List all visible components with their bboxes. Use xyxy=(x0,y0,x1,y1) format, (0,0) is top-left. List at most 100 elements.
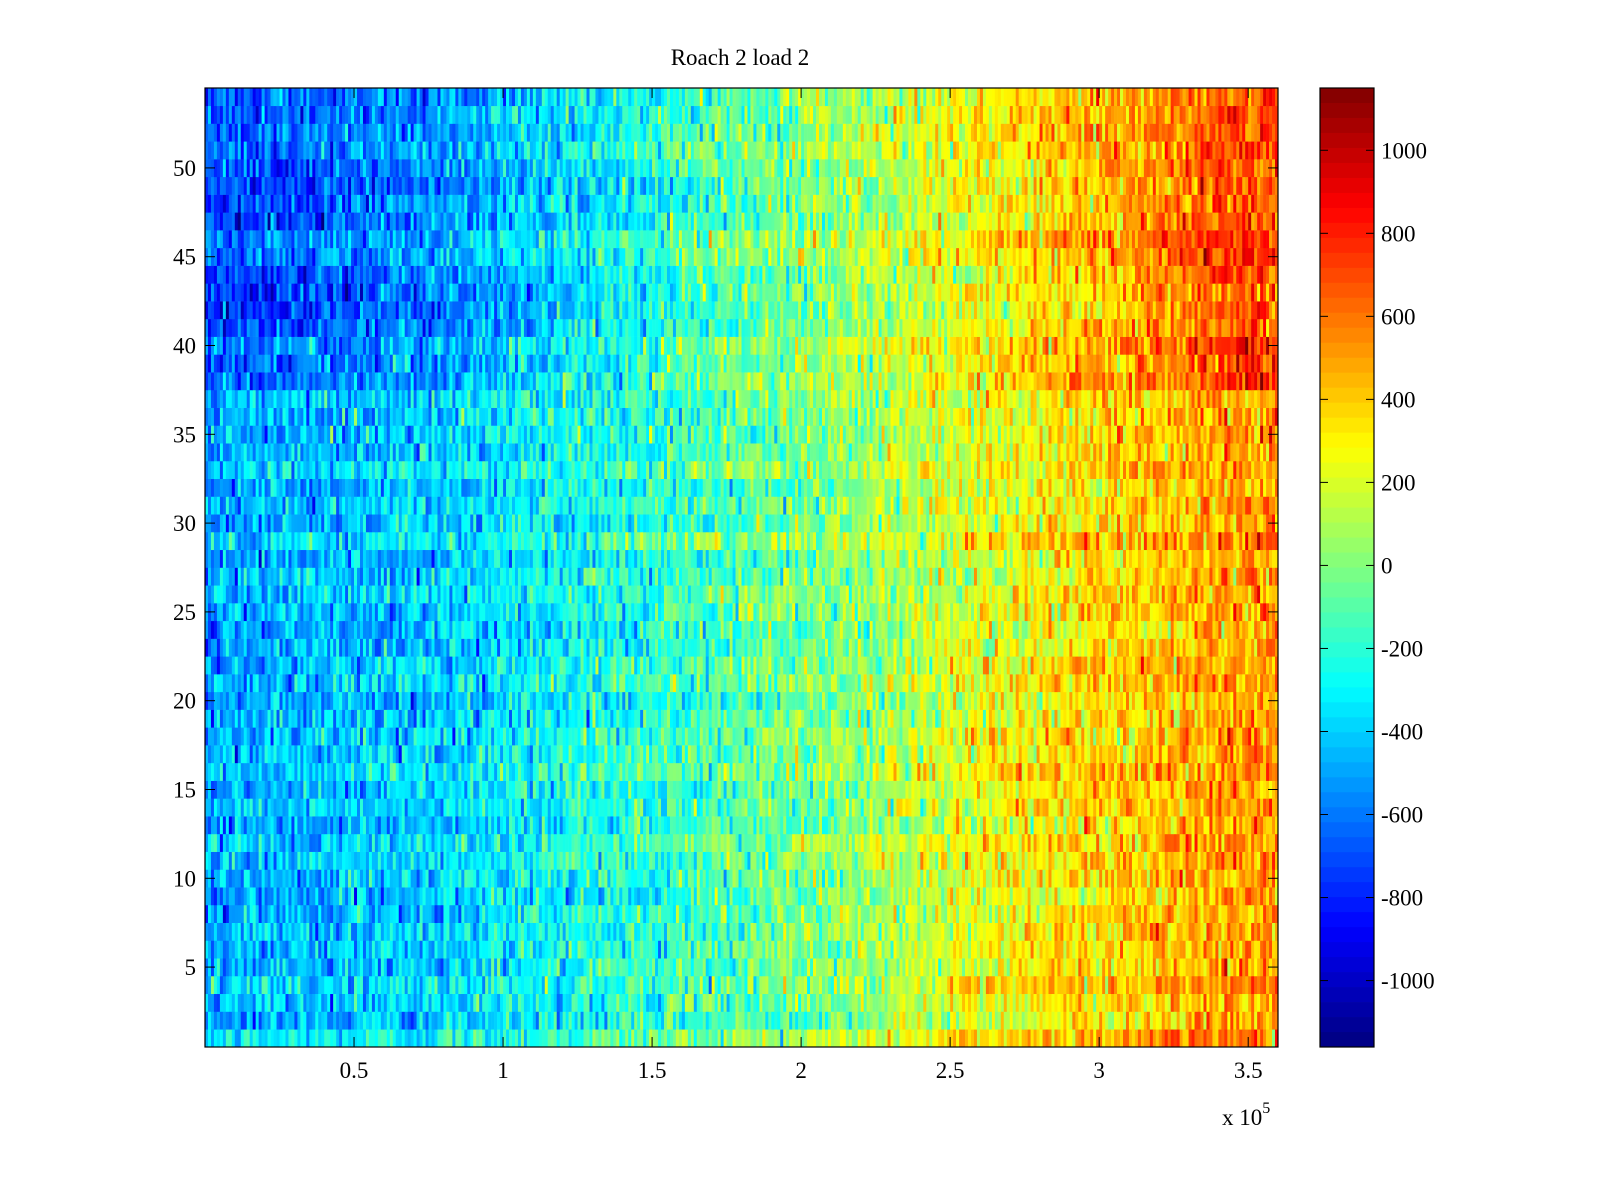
heatmap-cell xyxy=(312,994,315,1012)
heatmap-cell xyxy=(715,1029,718,1047)
heatmap-cell xyxy=(607,816,610,834)
heatmap-cell xyxy=(1144,887,1147,905)
heatmap-cell xyxy=(664,923,667,941)
heatmap-cell xyxy=(1001,976,1004,994)
heatmap-cell xyxy=(443,887,446,905)
heatmap-cell xyxy=(563,1011,566,1029)
heatmap-cell xyxy=(1034,798,1037,816)
heatmap-cell xyxy=(774,905,777,923)
heatmap-cell xyxy=(274,869,277,887)
heatmap-cell xyxy=(771,887,774,905)
heatmap-cell xyxy=(873,798,876,816)
heatmap-cell xyxy=(867,869,870,887)
heatmap-cell xyxy=(679,976,682,994)
heatmap-cell xyxy=(572,1029,575,1047)
heatmap-cell xyxy=(953,940,956,958)
heatmap-cell xyxy=(917,1011,920,1029)
heatmap-cell xyxy=(744,940,747,958)
heatmap-cell xyxy=(908,976,911,994)
heatmap-cell xyxy=(962,940,965,958)
heatmap-cell xyxy=(604,1011,607,1029)
heatmap-cell xyxy=(363,852,366,870)
heatmap-cell xyxy=(926,976,929,994)
heatmap-cell xyxy=(914,852,917,870)
heatmap-cell xyxy=(870,994,873,1012)
heatmap-cell xyxy=(426,852,429,870)
heatmap-cell xyxy=(381,816,384,834)
heatmap-cell xyxy=(703,869,706,887)
heatmap-cell xyxy=(613,1029,616,1047)
heatmap-cell xyxy=(941,1011,944,1029)
heatmap-cell xyxy=(551,923,554,941)
heatmap-cell xyxy=(885,958,888,976)
heatmap-cell xyxy=(280,798,283,816)
heatmap-cell xyxy=(437,923,440,941)
heatmap-cell xyxy=(405,940,408,958)
heatmap-cell xyxy=(554,798,557,816)
heatmap-cell xyxy=(870,887,873,905)
heatmap-cell xyxy=(801,869,804,887)
heatmap-cell xyxy=(1162,976,1165,994)
heatmap-cell xyxy=(1257,834,1260,852)
heatmap-cell xyxy=(873,994,876,1012)
heatmap-cell xyxy=(348,958,351,976)
heatmap-cell xyxy=(819,852,822,870)
heatmap-cell xyxy=(1084,923,1087,941)
heatmap-cell xyxy=(503,976,506,994)
heatmap-cell xyxy=(1123,869,1126,887)
heatmap-cell xyxy=(1075,958,1078,976)
heatmap-cell xyxy=(1206,958,1209,976)
heatmap-cell xyxy=(1272,905,1275,923)
heatmap-cell xyxy=(1266,976,1269,994)
heatmap-cell xyxy=(658,976,661,994)
heatmap-cell xyxy=(959,923,962,941)
heatmap-cell xyxy=(372,905,375,923)
heatmap-cell xyxy=(1224,1029,1227,1047)
heatmap-cell xyxy=(226,852,229,870)
heatmap-cell xyxy=(1120,905,1123,923)
heatmap-cell xyxy=(366,958,369,976)
heatmap-cell xyxy=(470,923,473,941)
heatmap-cell xyxy=(980,1029,983,1047)
heatmap-cell xyxy=(387,1011,390,1029)
heatmap-cell xyxy=(342,940,345,958)
heatmap-cell xyxy=(360,923,363,941)
heatmap-cell xyxy=(250,798,253,816)
heatmap-cell xyxy=(888,798,891,816)
heatmap-cell xyxy=(1251,923,1254,941)
heatmap-cell xyxy=(426,940,429,958)
heatmap-cell xyxy=(423,905,426,923)
heatmap-cell xyxy=(834,1029,837,1047)
heatmap-cell xyxy=(336,798,339,816)
heatmap-cell xyxy=(1078,905,1081,923)
heatmap-cell xyxy=(786,816,789,834)
heatmap-cell xyxy=(339,834,342,852)
heatmap-cell xyxy=(637,798,640,816)
heatmap-cell xyxy=(917,852,920,870)
heatmap-cell xyxy=(250,994,253,1012)
heatmap-cell xyxy=(691,887,694,905)
heatmap-cell xyxy=(518,798,521,816)
heatmap-cell xyxy=(268,852,271,870)
heatmap-cell xyxy=(697,976,700,994)
heatmap-cell xyxy=(1212,940,1215,958)
heatmap-cell xyxy=(494,816,497,834)
heatmap-cell xyxy=(253,958,256,976)
heatmap-cell xyxy=(700,834,703,852)
heatmap-cell xyxy=(1209,905,1212,923)
heatmap-cell xyxy=(849,1029,852,1047)
heatmap-cell xyxy=(753,994,756,1012)
heatmap-cell xyxy=(536,1029,539,1047)
heatmap-cell xyxy=(530,994,533,1012)
heatmap-cell xyxy=(1150,887,1153,905)
heatmap-cell xyxy=(1072,852,1075,870)
heatmap-cell xyxy=(300,852,303,870)
heatmap-cell xyxy=(288,1011,291,1029)
heatmap-cell xyxy=(950,816,953,834)
heatmap-cell xyxy=(217,816,220,834)
heatmap-cell xyxy=(506,905,509,923)
heatmap-cell xyxy=(1165,976,1168,994)
heatmap-cell xyxy=(956,852,959,870)
heatmap-cell xyxy=(1046,852,1049,870)
heatmap-cell xyxy=(688,940,691,958)
